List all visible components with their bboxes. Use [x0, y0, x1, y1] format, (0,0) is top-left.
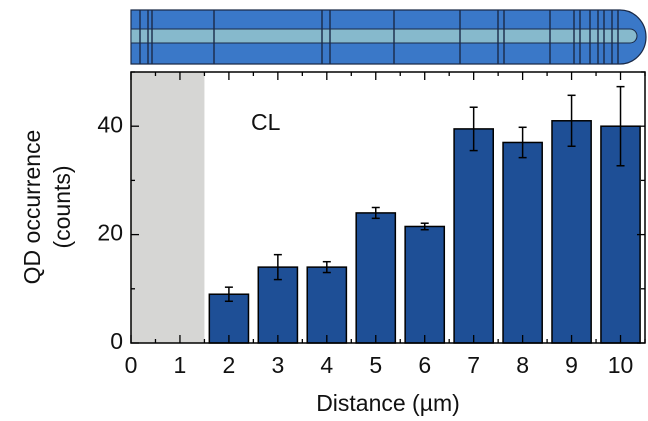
bar	[355, 212, 397, 344]
y-tick-label: 20	[97, 220, 123, 246]
nanowire-illustration	[130, 9, 647, 65]
x-tick-label: 0	[125, 352, 138, 378]
y-tick-label: 0	[110, 328, 123, 354]
plot-frame	[130, 71, 646, 344]
y-tick-label: 40	[97, 111, 123, 137]
x-tick-label: 4	[320, 352, 333, 378]
y-axis-label: (counts)	[49, 165, 75, 248]
bar	[404, 225, 446, 344]
bar	[453, 128, 494, 344]
x-tick-label: 1	[174, 352, 187, 378]
x-tick-label: 5	[369, 352, 382, 378]
x-axis-label: Distance (µm)	[316, 390, 460, 416]
x-tick-label: 6	[418, 352, 431, 378]
bar	[551, 120, 592, 344]
bar	[502, 141, 543, 344]
annotation: CL	[251, 109, 281, 135]
x-tick-label: 9	[565, 352, 578, 378]
x-tick-label: 3	[271, 352, 284, 378]
x-tick-label: 8	[516, 352, 529, 378]
shaded-region	[131, 72, 205, 343]
x-tick-label: 2	[223, 352, 236, 378]
bar	[306, 266, 348, 344]
x-tick-label: 7	[467, 352, 480, 378]
y-axis-label: QD occurrence	[19, 130, 45, 285]
x-tick-label: 10	[608, 352, 634, 378]
